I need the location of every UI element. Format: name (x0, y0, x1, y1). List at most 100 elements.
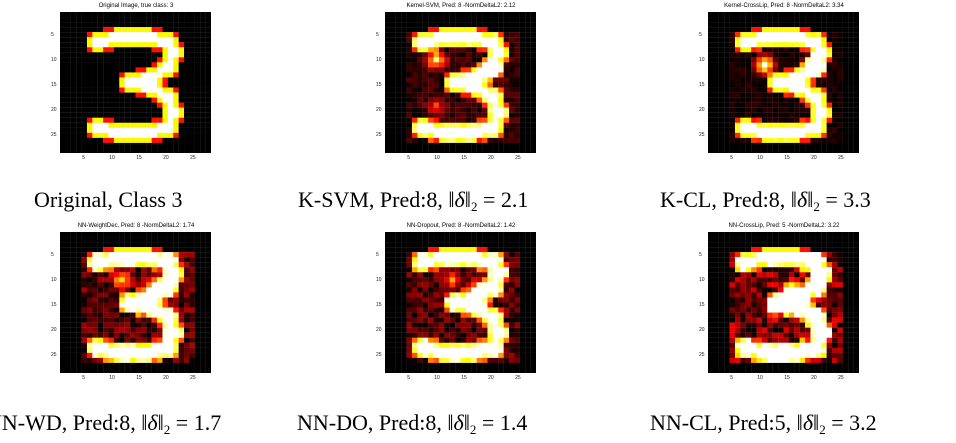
heatmap-cell (140, 127, 147, 133)
heatmap-cell (97, 292, 104, 298)
heatmap-cell (794, 272, 800, 278)
heatmap-cell (729, 12, 736, 18)
heatmap-cell (86, 82, 93, 88)
heatmap-cell (157, 17, 163, 23)
heatmap-cell (519, 232, 526, 238)
heatmap-cell (530, 117, 536, 123)
heatmap-cell (471, 232, 477, 238)
heatmap-cell (525, 257, 531, 263)
heatmap-cell (724, 97, 730, 103)
heatmap-cell (140, 17, 147, 23)
heatmap-cell (729, 232, 736, 238)
heatmap-cell (503, 97, 510, 103)
heatmap-cell (455, 302, 461, 308)
heatmap-cell (509, 232, 515, 238)
heatmap-cell (455, 282, 461, 288)
heatmap-cell (390, 117, 396, 123)
heatmap-cell (173, 42, 179, 48)
heatmap-cell (146, 42, 152, 48)
heatmap-cell (724, 87, 730, 93)
heatmap-cell (108, 322, 115, 328)
heatmap-cell (708, 47, 714, 53)
heatmap-cell (826, 32, 833, 38)
heatmap-cell (92, 262, 98, 268)
x-tick-label: 25 (190, 375, 196, 381)
heatmap-cell (772, 317, 779, 323)
heatmap-cell (498, 52, 504, 58)
heatmap-cell (390, 17, 396, 23)
heatmap-cell (810, 57, 816, 63)
heatmap-cell (837, 37, 843, 43)
heatmap-cell (184, 47, 190, 53)
heatmap-cell (729, 147, 736, 153)
heatmap-cell (113, 362, 120, 369)
heatmap-cell (519, 342, 526, 348)
heatmap-cell (514, 292, 520, 298)
heatmap-cell (713, 347, 719, 353)
heatmap-cell (826, 362, 833, 369)
heatmap-cell (178, 87, 185, 93)
heatmap-cell (205, 22, 211, 28)
heatmap-cell (438, 57, 445, 63)
heatmap-cell (734, 257, 741, 263)
heatmap-cell (428, 97, 434, 103)
heatmap-cell (200, 357, 206, 364)
heatmap-cell (778, 67, 784, 73)
heatmap-cell (713, 67, 719, 73)
heatmap-cell (476, 277, 483, 283)
heatmap-cell (832, 242, 838, 248)
heatmap-cell (411, 72, 418, 78)
heatmap-cell (146, 237, 152, 243)
heatmap-cell (205, 302, 211, 308)
heatmap-cell (76, 232, 82, 238)
heatmap-cell (422, 257, 429, 263)
heatmap-cell (385, 337, 391, 343)
heatmap-cell (756, 337, 763, 343)
heatmap-cell (756, 252, 763, 258)
heatmap-cell (810, 332, 816, 338)
heatmap-cell (449, 282, 456, 288)
heatmap-cell (194, 102, 201, 108)
heatmap-cell (740, 147, 746, 153)
heatmap-cell (853, 97, 859, 103)
heatmap-cell (832, 27, 838, 33)
heatmap-cell (476, 282, 483, 288)
heatmap-cell (151, 352, 158, 358)
heatmap-cell (130, 307, 136, 313)
x-tick-label: 10 (434, 375, 440, 381)
heatmap-cell (428, 367, 434, 373)
heatmap-cell (794, 327, 800, 333)
y-tick-label: 5 (51, 251, 54, 258)
heatmap-cell (390, 302, 396, 308)
heatmap-cell (799, 287, 806, 293)
heatmap-cell (428, 237, 434, 243)
heatmap-cell (146, 117, 152, 123)
heatmap-cell (482, 92, 488, 98)
heatmap-cell (740, 72, 746, 78)
heatmap-cell (767, 12, 773, 18)
heatmap-cell (718, 142, 725, 149)
heatmap-cell (837, 237, 843, 243)
heatmap-cell (178, 362, 185, 369)
heatmap-cell (113, 322, 120, 328)
heatmap-cell (108, 27, 115, 33)
heatmap-cell (482, 97, 488, 103)
heatmap-cell (422, 367, 429, 373)
heatmap-cell (406, 367, 413, 373)
heatmap-cell (60, 27, 66, 33)
heatmap-cell (503, 132, 510, 138)
heatmap-cell (482, 137, 488, 144)
heatmap-cell (810, 17, 816, 23)
heatmap-cell (460, 82, 467, 88)
heatmap-cell (751, 292, 757, 298)
heatmap-cell (471, 127, 477, 133)
heatmap-cell (124, 307, 131, 313)
heatmap-cell (842, 292, 849, 298)
heatmap-cell (76, 347, 82, 353)
heatmap-cell (788, 57, 795, 63)
heatmap-cell (460, 37, 467, 43)
heatmap-cell (498, 232, 504, 238)
heatmap-cell (103, 302, 109, 308)
heatmap-cell (395, 127, 402, 133)
heatmap-cell (810, 42, 816, 48)
